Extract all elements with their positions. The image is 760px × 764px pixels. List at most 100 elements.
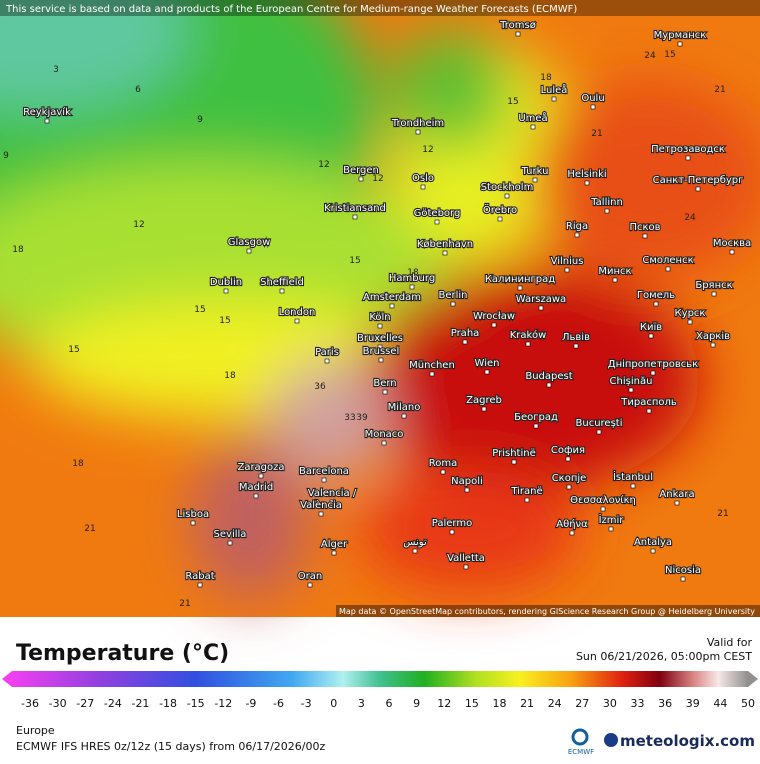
city-label: Курск <box>675 308 706 319</box>
city-marker <box>546 382 552 388</box>
city-label: İzmir <box>599 513 625 526</box>
city-label: Hamburg <box>389 273 435 284</box>
color-bar <box>12 671 748 687</box>
contour-label: 18 <box>12 245 24 255</box>
city-marker <box>646 408 652 414</box>
city-label: Тирасполь <box>620 397 677 408</box>
city-marker <box>484 369 490 375</box>
city-label: Bern <box>373 378 396 389</box>
city-label: Sevilla <box>214 529 247 540</box>
contour-label: 12 <box>372 174 383 184</box>
city-label: Riga <box>566 221 588 232</box>
city-marker <box>377 344 383 350</box>
city-label: Amsterdam <box>363 292 421 303</box>
contour-label: 9 <box>197 115 203 125</box>
scale-arrow <box>2 671 12 687</box>
city-marker <box>434 219 440 225</box>
city-label: Paris <box>315 347 339 358</box>
city-label: Alger <box>321 539 348 550</box>
city-label: Prishtinë <box>492 448 535 459</box>
valid-time: Sun 06/21/2026, 05:00pm CEST <box>576 650 752 663</box>
city-label: Oran <box>298 571 322 582</box>
city-marker <box>401 413 407 419</box>
contour-label: 15 <box>349 256 360 266</box>
city-marker <box>481 406 487 412</box>
city-marker <box>197 582 203 588</box>
city-label: София <box>551 445 585 456</box>
city-label: Мурманск <box>654 30 707 41</box>
city-label: Palermo <box>432 518 472 529</box>
city-marker <box>538 305 544 311</box>
city-marker <box>533 423 539 429</box>
city-marker <box>584 180 590 186</box>
city-label: Monaco <box>365 429 404 440</box>
city-marker <box>729 249 735 255</box>
city-label: Bruxelles <box>357 333 403 344</box>
city-label: Napoli <box>451 476 483 487</box>
contour-label: 39 <box>356 413 368 423</box>
contour-label: 24 <box>684 213 696 223</box>
city-label: Budapest <box>525 371 572 382</box>
city-marker <box>377 323 383 329</box>
contour-label: 36 <box>314 382 326 392</box>
city-label: Львів <box>562 331 590 343</box>
site-logo[interactable]: meteologix.com <box>620 732 755 750</box>
contour-label: 12 <box>318 160 329 170</box>
legend-title: Temperature (°C) <box>16 641 229 666</box>
scale-tick-label: 21 <box>520 697 534 710</box>
city-marker <box>680 576 686 582</box>
city-label: København <box>417 239 473 250</box>
city-marker <box>551 96 557 102</box>
city-label: Trondheim <box>391 118 444 129</box>
contour-label: 3 <box>53 65 59 75</box>
city-marker <box>307 582 313 588</box>
scale-tick-label: -3 <box>301 697 312 710</box>
city-label: Reykjavík <box>23 106 71 118</box>
city-label: Köln <box>369 312 390 323</box>
city-marker <box>710 342 716 348</box>
city-marker <box>464 487 470 493</box>
city-marker <box>440 469 446 475</box>
city-label: Wien <box>475 358 500 369</box>
city-label: Zaragoza <box>237 462 284 473</box>
city-marker <box>331 550 337 556</box>
ecmwf-icon <box>571 728 589 746</box>
city-marker <box>511 459 517 465</box>
city-marker <box>630 483 636 489</box>
city-marker <box>695 186 701 192</box>
city-label: Београд <box>514 412 558 423</box>
city-marker <box>532 177 538 183</box>
contour-label: 9 <box>3 151 9 161</box>
city-marker <box>412 548 418 554</box>
scale-tick-label: 9 <box>413 697 420 710</box>
city-marker <box>462 339 468 345</box>
city-marker <box>223 288 229 294</box>
cities: Tromsø Мурманск Reykjavík Luleå Oulu Umeå Tron… <box>22 19 752 588</box>
contour-label: 24 <box>644 51 656 61</box>
contour-label: 15 <box>219 316 230 326</box>
city-label: Харків <box>696 330 730 342</box>
scale-tick-label: -30 <box>49 697 67 710</box>
city-marker <box>415 129 421 135</box>
city-marker <box>429 371 435 377</box>
city-label: Дніпропетровськ <box>608 358 698 370</box>
city-label: Tromsø <box>499 20 536 31</box>
city-label: Valletta <box>447 553 485 564</box>
city-label: Turku <box>521 166 549 177</box>
city-marker <box>665 266 671 272</box>
city-marker <box>648 333 654 339</box>
contour-label: 15 <box>507 97 518 107</box>
city-marker <box>565 456 571 462</box>
contour-label: 18 <box>224 371 236 381</box>
contour-label: 18 <box>407 268 419 278</box>
city-label: Warszawa <box>516 294 566 305</box>
city-marker <box>608 526 614 532</box>
city-marker <box>497 216 503 222</box>
city-marker <box>279 288 285 294</box>
city-marker <box>628 387 634 393</box>
scale-tick-label: 30 <box>603 697 617 710</box>
city-marker <box>677 41 683 47</box>
city-marker <box>685 155 691 161</box>
scale-tick-label: 12 <box>437 697 451 710</box>
